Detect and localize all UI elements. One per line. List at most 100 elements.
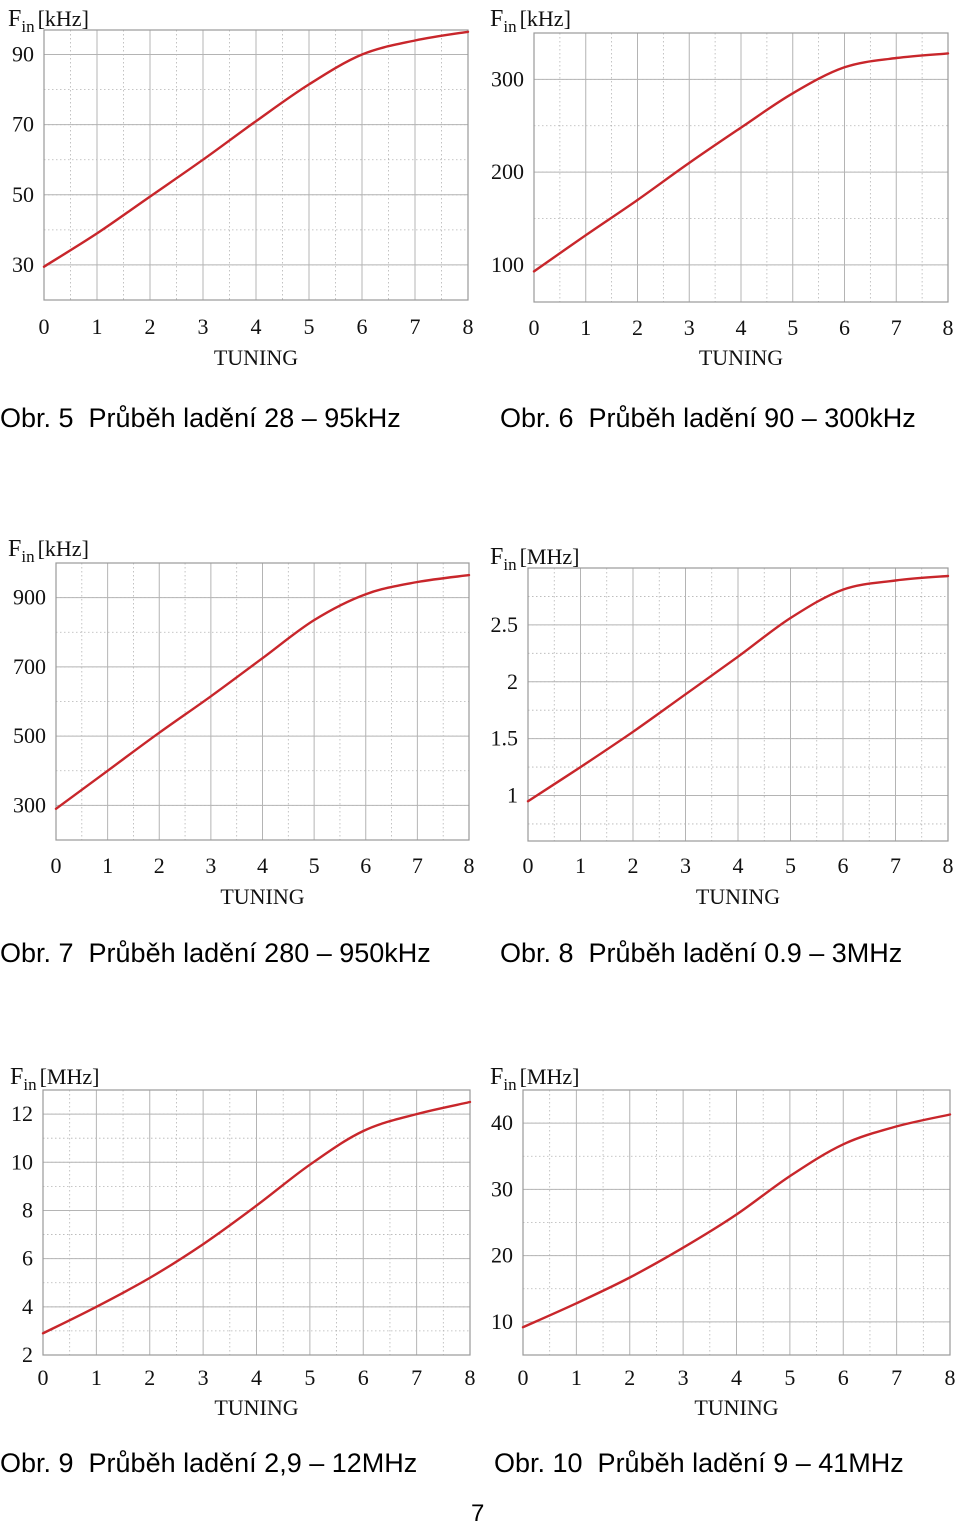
x-tick-label: 8 [945, 1365, 956, 1390]
y-tick-label: 2 [507, 669, 518, 694]
y-axis-label-main: F [490, 1064, 503, 1090]
y-tick-label: 6 [22, 1246, 33, 1271]
y-axis-label-unit: [kHz] [38, 536, 89, 561]
x-tick-label: 8 [943, 315, 954, 340]
x-tick-label: 5 [304, 1365, 315, 1390]
x-tick-label: 8 [465, 1365, 476, 1390]
x-tick-label: 0 [39, 314, 50, 339]
y-axis-label-sub: in [21, 547, 35, 566]
y-tick-label: 500 [13, 723, 46, 748]
y-tick-label: 8 [22, 1197, 33, 1222]
y-axis-label-sub: in [503, 555, 517, 574]
x-tick-label: 0 [38, 1365, 49, 1390]
x-tick-label: 1 [92, 314, 103, 339]
y-tick-label: 30 [491, 1176, 513, 1201]
figure-caption-10: Obr. 10 Průběh ladění 9 – 41MHz [494, 1448, 904, 1478]
y-axis-label-sub: in [503, 17, 517, 36]
x-tick-label: 3 [680, 853, 691, 878]
y-tick-label: 200 [491, 159, 524, 184]
x-tick-label: 1 [571, 1365, 582, 1390]
x-tick-label: 6 [838, 853, 849, 878]
y-axis-label-main: F [490, 544, 503, 570]
plot-frame [42, 1089, 471, 1356]
y-axis-label-unit: [MHz] [40, 1064, 100, 1089]
y-axis-label-unit: [MHz] [520, 544, 580, 569]
x-axis-label: TUNING [694, 1395, 778, 1420]
x-tick-label: 3 [678, 1365, 689, 1390]
y-tick-label: 300 [13, 792, 46, 817]
x-tick-label: 2 [154, 853, 165, 878]
chart-group: 0 1 2 3 4 5 6 7 8 1 1.5 2 2.5 TUNING Fin [MHz] [490, 544, 954, 909]
plot-frame [522, 1089, 951, 1356]
x-tick-label: 8 [463, 314, 474, 339]
x-tick-label: 8 [943, 853, 954, 878]
x-tick-label: 2 [628, 853, 639, 878]
figure-caption-7: Obr. 7 Průběh ladění 280 – 950kHz [0, 938, 431, 968]
x-tick-label: 7 [412, 853, 423, 878]
figure-caption-6: Obr. 6 Průběh ladění 90 – 300kHz [500, 403, 916, 433]
y-tick-label: 10 [11, 1149, 33, 1174]
x-tick-label: 5 [787, 315, 798, 340]
x-tick-label: 4 [731, 1365, 742, 1390]
plot-frame [527, 567, 949, 842]
x-axis-label: TUNING [220, 884, 304, 909]
y-tick-label: 2.5 [491, 612, 519, 637]
y-tick-label: 30 [12, 252, 34, 277]
y-axis-label-unit: [MHz] [520, 1064, 580, 1089]
y-tick-label: 300 [491, 66, 524, 91]
y-tick-label: 50 [12, 182, 34, 207]
series-line [526, 574, 950, 803]
series-line [54, 573, 471, 810]
figure-caption-8: Obr. 8 Průběh ladění 0.9 – 3MHz [500, 938, 903, 968]
x-tick-label: 0 [523, 853, 534, 878]
y-axis-label: Fin [kHz] [8, 6, 89, 36]
y-axis-label-sub: in [503, 1075, 517, 1094]
y-axis-label-sub: in [23, 1075, 37, 1094]
x-tick-label: 6 [839, 315, 850, 340]
plot-frame [43, 29, 469, 301]
x-tick-label: 4 [736, 315, 747, 340]
x-tick-label: 7 [891, 1365, 902, 1390]
y-axis-label-main: F [490, 6, 503, 32]
series-line [521, 1113, 952, 1329]
series-line [41, 1100, 472, 1335]
x-tick-label: 5 [785, 853, 796, 878]
y-tick-label: 1.5 [491, 726, 519, 751]
y-tick-label: 900 [13, 585, 46, 610]
y-tick-label: 1 [507, 783, 518, 808]
x-axis-label: TUNING [699, 345, 783, 370]
x-axis-label: TUNING [214, 345, 298, 370]
x-axis-label: TUNING [214, 1395, 298, 1420]
y-axis-label: Fin [MHz] [10, 1064, 99, 1094]
x-tick-label: 4 [257, 853, 268, 878]
y-tick-label: 12 [11, 1101, 33, 1126]
chart-group: 0 1 2 3 4 5 6 7 8 100 200 300 TUNING Fin [kHz] [490, 6, 954, 370]
x-tick-label: 1 [91, 1365, 102, 1390]
x-tick-label: 1 [575, 853, 586, 878]
x-tick-label: 6 [357, 314, 368, 339]
y-tick-label: 2 [22, 1342, 33, 1367]
x-tick-label: 8 [464, 853, 475, 878]
x-tick-label: 6 [838, 1365, 849, 1390]
x-tick-label: 3 [198, 314, 209, 339]
series-line [42, 30, 470, 268]
y-tick-label: 4 [22, 1294, 33, 1319]
plot-frame [533, 32, 949, 303]
y-tick-label: 100 [491, 252, 524, 277]
x-tick-label: 4 [251, 1365, 262, 1390]
x-tick-label: 7 [411, 1365, 422, 1390]
page-number: 7 [471, 1500, 485, 1527]
plot-frame [55, 562, 470, 841]
y-axis-label-unit: [kHz] [38, 6, 89, 31]
x-tick-label: 3 [198, 1365, 209, 1390]
y-axis-label: Fin [MHz] [490, 1064, 579, 1094]
x-axis-label: TUNING [696, 884, 780, 909]
y-axis-label-main: F [10, 1064, 23, 1090]
y-axis-label-main: F [8, 536, 21, 562]
